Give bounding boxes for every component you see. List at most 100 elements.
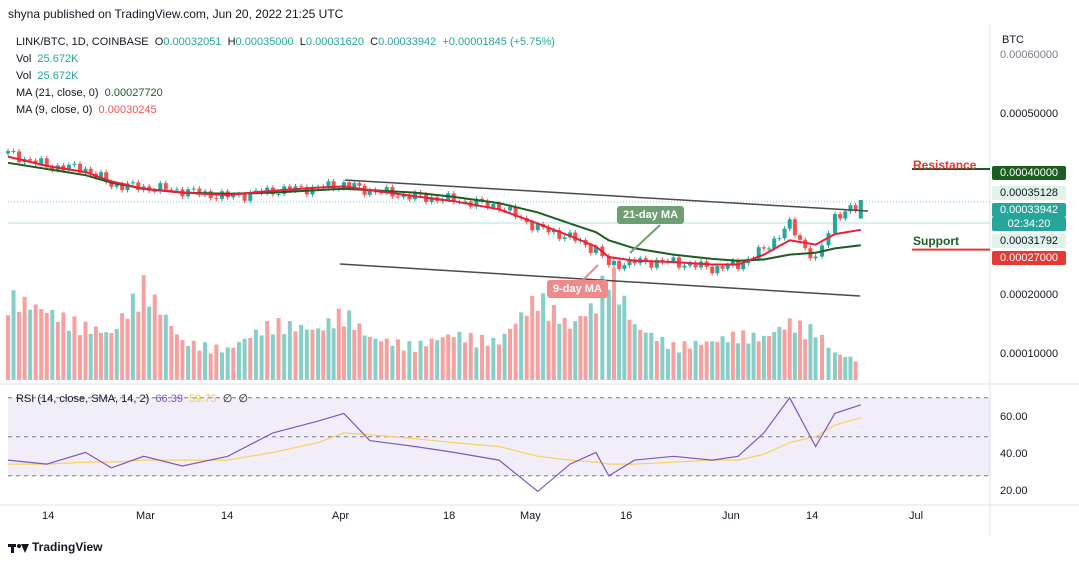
volume-bar: [109, 333, 114, 380]
candle-body: [352, 183, 357, 188]
volume-bar: [242, 338, 247, 380]
candle-body: [551, 230, 556, 233]
volume-bar: [741, 330, 746, 380]
volume-bar: [446, 334, 451, 380]
annotation-ma21-tag: 21-day MA: [617, 206, 685, 224]
candle-body: [843, 211, 848, 219]
volume-bar: [276, 318, 281, 380]
legend-vol1-value: 25.672K: [37, 53, 79, 65]
volume-bar: [593, 313, 598, 380]
volume-bar: [704, 341, 709, 380]
volume-bar: [191, 340, 196, 380]
volume-bar: [304, 329, 309, 380]
volume-bar: [17, 311, 22, 380]
volume-bar: [130, 293, 135, 380]
volume-bar: [152, 294, 157, 380]
candle-body: [568, 232, 573, 238]
legend-ma9[interactable]: MA (9, close, 0) 0.00030245: [16, 104, 157, 116]
candle-body: [725, 265, 730, 269]
volume-bar: [362, 335, 367, 380]
candle-body: [693, 262, 698, 268]
candle-body: [174, 189, 179, 191]
candle-body: [803, 239, 808, 249]
volume-bar: [396, 339, 401, 380]
price-tick-100: 0.00010000: [1000, 348, 1059, 360]
volume-bar: [429, 338, 434, 380]
volume-bar: [88, 333, 93, 380]
candle-body: [513, 206, 518, 217]
volume-bar: [435, 340, 440, 380]
legend-rsi-label: RSI (14, close, SMA, 14, 2): [16, 393, 150, 405]
candle-body: [120, 184, 125, 191]
volume-bar: [136, 311, 141, 380]
candle-body: [231, 194, 236, 198]
volume-bar: [583, 316, 588, 380]
legend-vol2-value: 25.672K: [37, 70, 79, 82]
volume-bar: [820, 334, 825, 380]
volume-bar: [203, 342, 208, 380]
volume-bar: [174, 334, 179, 380]
chart-canvas[interactable]: [0, 25, 1079, 535]
legend-change: +0.00001845 (+5.75%): [442, 36, 555, 48]
volume-bar: [310, 329, 315, 380]
candle-body: [741, 263, 746, 270]
volume-bar: [699, 344, 704, 380]
volume-bar: [720, 336, 725, 380]
price-tick-200: 0.00020000: [1000, 289, 1059, 301]
volume-bar: [502, 333, 507, 380]
legend-low-label: L: [299, 36, 306, 48]
volume-bar: [141, 275, 146, 380]
volume-bar: [407, 341, 412, 380]
time-label-9: Jul: [909, 510, 924, 522]
volume-bar: [270, 334, 275, 380]
volume-bar: [147, 306, 152, 380]
volume-bar: [282, 334, 287, 380]
volume-bar: [220, 352, 225, 380]
legend-rsi[interactable]: RSI (14, close, SMA, 14, 2) 66.39 59.75 …: [16, 392, 248, 405]
volume-bar: [832, 352, 837, 380]
volume-bar: [451, 337, 456, 380]
price-box-low: 0.00031792: [992, 234, 1066, 248]
volume-bar: [225, 347, 230, 380]
volume-bar: [169, 325, 174, 380]
volume-bar: [826, 347, 831, 380]
candle-body: [17, 151, 22, 163]
footer-brand[interactable]: TradingView: [8, 540, 102, 554]
volume-bar: [120, 313, 125, 380]
candle-body: [136, 182, 141, 190]
price-axis-currency: BTC: [1002, 34, 1024, 46]
volume-bar: [632, 324, 637, 380]
volume-bar: [163, 314, 168, 380]
candle-body: [163, 183, 168, 190]
volume-bar: [562, 317, 567, 380]
volume-bar: [751, 332, 756, 380]
legend-vol2[interactable]: Vol 25.672K: [16, 70, 78, 82]
candle-body: [6, 151, 10, 154]
candle-body: [28, 159, 33, 161]
volume-bar: [573, 321, 578, 380]
legend-close: 0.00033942: [378, 36, 437, 48]
candle-body: [287, 186, 292, 191]
volume-bar: [480, 334, 485, 380]
volume-bar: [104, 332, 109, 380]
volume-bar: [660, 336, 665, 380]
legend-vol1-label: Vol: [16, 53, 32, 65]
volume-bar: [197, 350, 202, 380]
volume-bar: [373, 338, 378, 380]
legend-symbol[interactable]: LINK/BTC, 1D, COINBASE: [16, 36, 149, 48]
candle-body: [66, 164, 71, 171]
volume-bar: [424, 346, 429, 380]
volume-bar: [61, 312, 66, 380]
legend-ma21[interactable]: MA (21, close, 0) 0.00027720: [16, 87, 163, 99]
volume-bar: [649, 332, 654, 380]
candle-body: [357, 183, 362, 186]
candle-body: [331, 181, 336, 190]
legend-vol1[interactable]: Vol 25.672K: [16, 53, 78, 65]
price-box-last: 0.00033942: [992, 203, 1066, 217]
volume-bar: [535, 310, 540, 380]
volume-bar: [6, 315, 10, 380]
candle-body: [169, 189, 174, 191]
volume-bar: [321, 330, 326, 380]
volume-bar: [326, 318, 331, 380]
chart-area[interactable]: [0, 25, 1079, 535]
